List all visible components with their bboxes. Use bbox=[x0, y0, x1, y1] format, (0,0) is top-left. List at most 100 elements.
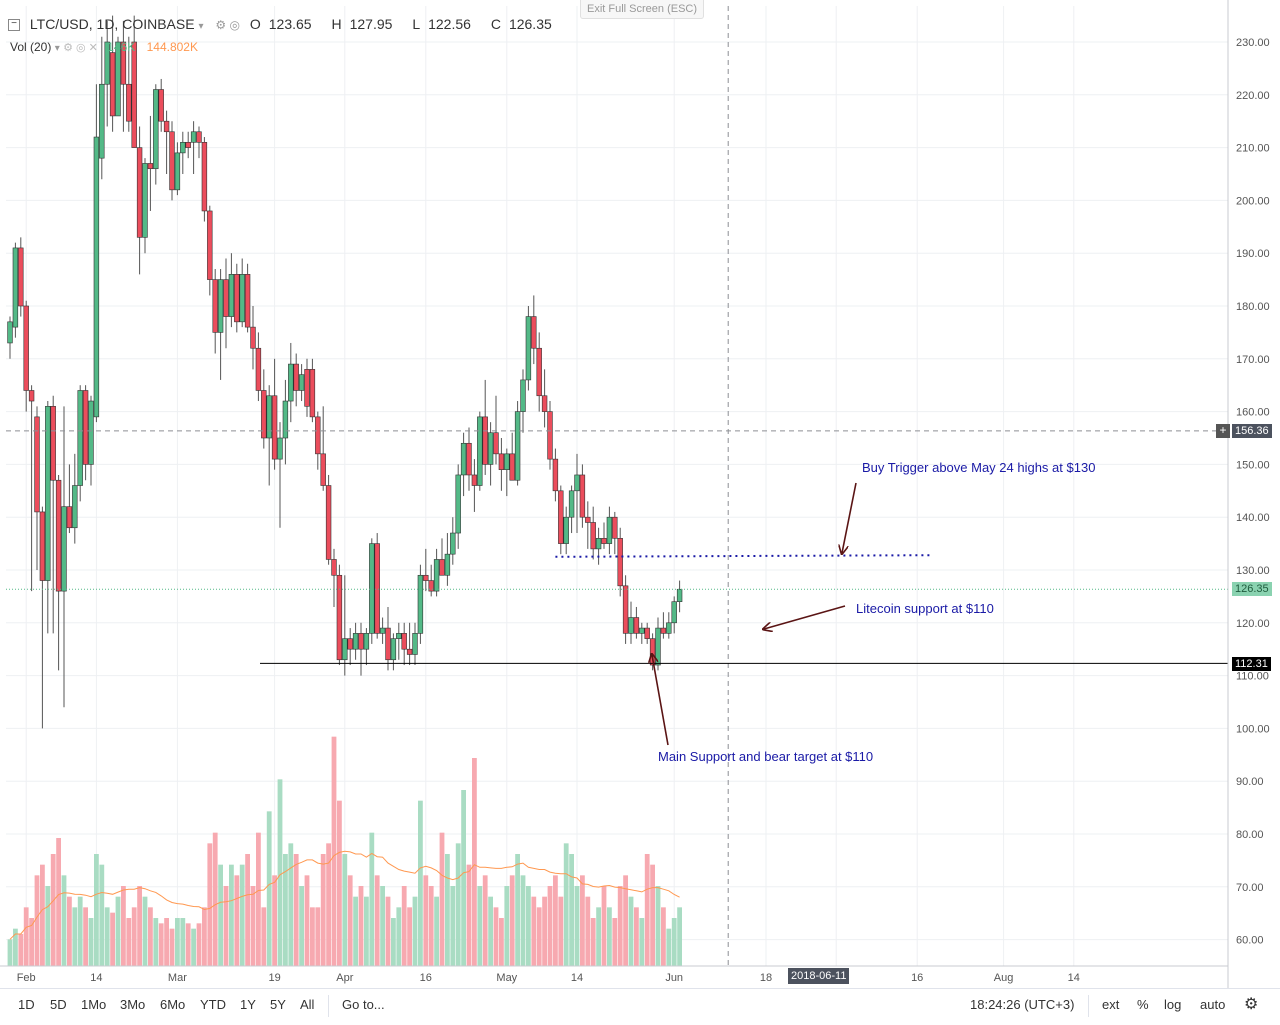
gear-icon[interactable]: ⚙ bbox=[1244, 996, 1259, 1013]
axes: 60.00 70.00 80.00 90.00 100.00 110.00 120.00 13… bbox=[0, 0, 1270, 988]
range-5d[interactable]: 5D bbox=[50, 997, 67, 1012]
volume-bar bbox=[293, 854, 299, 966]
volume-bar bbox=[180, 918, 186, 966]
volume-bar bbox=[607, 907, 612, 966]
volume-label[interactable]: Vol (20) bbox=[10, 40, 52, 54]
volume-bar bbox=[142, 896, 148, 966]
candle-body bbox=[423, 574, 429, 581]
volume-bar bbox=[239, 864, 245, 966]
candle-body bbox=[163, 120, 170, 133]
candle-body bbox=[271, 395, 278, 460]
volume-bar bbox=[326, 843, 331, 966]
range-3mo[interactable]: 3Mo bbox=[120, 997, 146, 1012]
percent-toggle[interactable]: % bbox=[1137, 997, 1149, 1012]
candle-body bbox=[88, 400, 94, 465]
volume-bar bbox=[261, 907, 267, 966]
volume-bar bbox=[56, 838, 61, 966]
candle-body bbox=[147, 163, 154, 170]
symbol-dropdown-icon[interactable]: ▾ bbox=[198, 21, 204, 32]
volume-bar bbox=[304, 875, 310, 966]
candle-body bbox=[606, 516, 613, 544]
candle-body bbox=[136, 147, 143, 238]
volume-bar bbox=[450, 886, 456, 966]
settings-icon[interactable]: ⚙ bbox=[215, 18, 227, 32]
legend-buttons: ⚙ ◎ bbox=[215, 18, 240, 32]
candle-body bbox=[563, 516, 569, 544]
volume-bar bbox=[418, 800, 423, 966]
candle-body bbox=[466, 442, 472, 476]
volume-bar bbox=[650, 864, 655, 966]
volume-ma-value: 144.802K bbox=[146, 40, 198, 54]
exit-fullscreen-button[interactable]: Exit Full Screen (ESC) bbox=[580, 0, 705, 19]
chart-canvas[interactable]: 60.00 70.00 80.00 90.00 100.00 110.00 120.00 13… bbox=[0, 0, 1280, 988]
range-ytd[interactable]: YTD bbox=[200, 997, 226, 1012]
range-1y[interactable]: 1Y bbox=[240, 997, 256, 1012]
symbol-title[interactable]: LTC/USD, 1D, COINBASE bbox=[29, 16, 195, 32]
annotation-ltc-support[interactable]: Litecoin support at $110 bbox=[856, 601, 994, 616]
volume-bar bbox=[277, 779, 283, 966]
candle-body bbox=[504, 453, 510, 470]
volume-bar bbox=[623, 875, 628, 966]
candle-body bbox=[158, 89, 164, 122]
volume-bar bbox=[499, 918, 504, 966]
volume-bar bbox=[245, 854, 250, 966]
arrow-ltc-support bbox=[764, 605, 846, 629]
volume-bar bbox=[369, 832, 375, 966]
collapse-icon[interactable]: − bbox=[8, 19, 20, 32]
ext-toggle[interactable]: ext bbox=[1102, 997, 1120, 1012]
volume-bar bbox=[250, 886, 256, 966]
volume-value: 146K bbox=[107, 40, 136, 54]
range-1d[interactable]: 1D bbox=[18, 997, 35, 1012]
candle-body bbox=[595, 538, 602, 550]
x-tick-label: Mar bbox=[168, 972, 187, 984]
candle-body bbox=[185, 142, 191, 148]
annotation-buy-trigger[interactable]: Buy Trigger above May 24 highs at $130 bbox=[862, 460, 1096, 475]
range-5y[interactable]: 5Y bbox=[270, 997, 286, 1012]
candle-body bbox=[93, 136, 100, 418]
volume-bar bbox=[477, 886, 483, 966]
volume-bar bbox=[337, 800, 342, 966]
volume-bar bbox=[569, 854, 574, 966]
volume-bar bbox=[50, 854, 56, 966]
range-1mo[interactable]: 1Mo bbox=[81, 997, 107, 1012]
candle-body bbox=[320, 453, 326, 486]
volume-bar bbox=[202, 907, 207, 966]
volume-bar bbox=[396, 907, 402, 966]
volume-settings-icon[interactable]: ⚙ ◎ ✕ bbox=[63, 42, 98, 54]
candle-body bbox=[649, 638, 656, 666]
log-toggle[interactable]: log bbox=[1164, 997, 1182, 1012]
candle-body bbox=[239, 274, 245, 323]
volume-bar bbox=[67, 896, 72, 966]
hide-icon[interactable]: ◎ bbox=[229, 18, 240, 32]
grid-lines bbox=[6, 6, 1228, 966]
y-tick-label: 230.00 bbox=[1236, 37, 1270, 49]
volume-bar bbox=[526, 886, 531, 966]
candle-body bbox=[547, 411, 553, 460]
auto-toggle[interactable]: auto bbox=[1200, 997, 1226, 1012]
volume-bar bbox=[13, 928, 18, 966]
range-6mo[interactable]: 6Mo bbox=[160, 997, 186, 1012]
volume-bar bbox=[191, 928, 196, 966]
add-alert-icon[interactable]: + bbox=[1216, 424, 1230, 438]
volume-bar bbox=[104, 907, 110, 966]
volume-bar bbox=[266, 811, 272, 966]
y-tick-label: 120.00 bbox=[1236, 618, 1270, 630]
candle-body bbox=[293, 363, 299, 391]
volume-bar bbox=[596, 907, 601, 966]
clock-time[interactable]: 18:24:26 (UTC+3) bbox=[970, 997, 1075, 1012]
goto-button[interactable]: Go to... bbox=[342, 997, 385, 1012]
range-all[interactable]: All bbox=[300, 997, 315, 1012]
volume-bar bbox=[342, 854, 348, 966]
volume-bar bbox=[558, 896, 564, 966]
candle-body bbox=[477, 416, 483, 486]
volume-bar bbox=[94, 854, 99, 966]
volume-dropdown-icon[interactable]: ▾ bbox=[54, 43, 60, 54]
annotation-main-support[interactable]: Main Support and bear target at $110 bbox=[658, 749, 874, 764]
volume-bar bbox=[229, 864, 234, 966]
volume-bar bbox=[153, 918, 159, 966]
trigger-line bbox=[555, 554, 931, 558]
y-tick-label: 60.00 bbox=[1236, 935, 1264, 947]
volume-bar bbox=[504, 886, 510, 966]
x-tick-label: 16 bbox=[911, 972, 923, 984]
volume-bar bbox=[29, 918, 34, 966]
